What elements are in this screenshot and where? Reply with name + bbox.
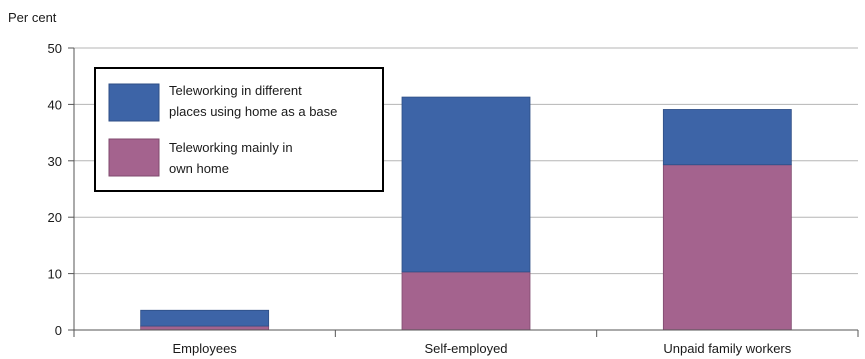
axes xyxy=(73,48,858,331)
y-tick-label: 0 xyxy=(55,323,62,338)
legend-swatch-blue xyxy=(108,83,160,122)
bar-segment-own-home xyxy=(662,164,792,331)
legend-label-blue-line2: places using home as a base xyxy=(169,104,337,119)
y-tick-label: 20 xyxy=(48,210,62,225)
x-tick-label: Unpaid family workers xyxy=(663,341,791,356)
y-tick-label: 30 xyxy=(48,154,62,169)
y-axis-title: Per cent xyxy=(8,10,57,25)
bars xyxy=(140,96,792,331)
legend-label-blue-line1: Teleworking in different xyxy=(169,83,302,98)
bar-segment-different-places xyxy=(401,96,531,273)
legend-label-pink-line2: own home xyxy=(169,161,229,176)
legend-swatch-pink xyxy=(108,138,160,177)
y-tick-label: 40 xyxy=(48,97,62,112)
y-tick-label: 10 xyxy=(48,267,62,282)
bar-segment-different-places xyxy=(140,309,270,327)
bar-segment-different-places xyxy=(662,109,792,166)
tick-labels: 0 10 20 30 40 50 Employees Self-employed Unpaid … xyxy=(48,41,792,356)
bar-segment-own-home xyxy=(140,325,270,331)
legend-label-pink-line1: Teleworking mainly in xyxy=(169,140,293,155)
bar-segment-own-home xyxy=(401,271,531,331)
legend: Teleworking in different places using ho… xyxy=(94,67,384,192)
x-tick-label: Self-employed xyxy=(424,341,507,356)
y-tick-label: 50 xyxy=(48,41,62,56)
x-tick-label: Employees xyxy=(173,341,238,356)
